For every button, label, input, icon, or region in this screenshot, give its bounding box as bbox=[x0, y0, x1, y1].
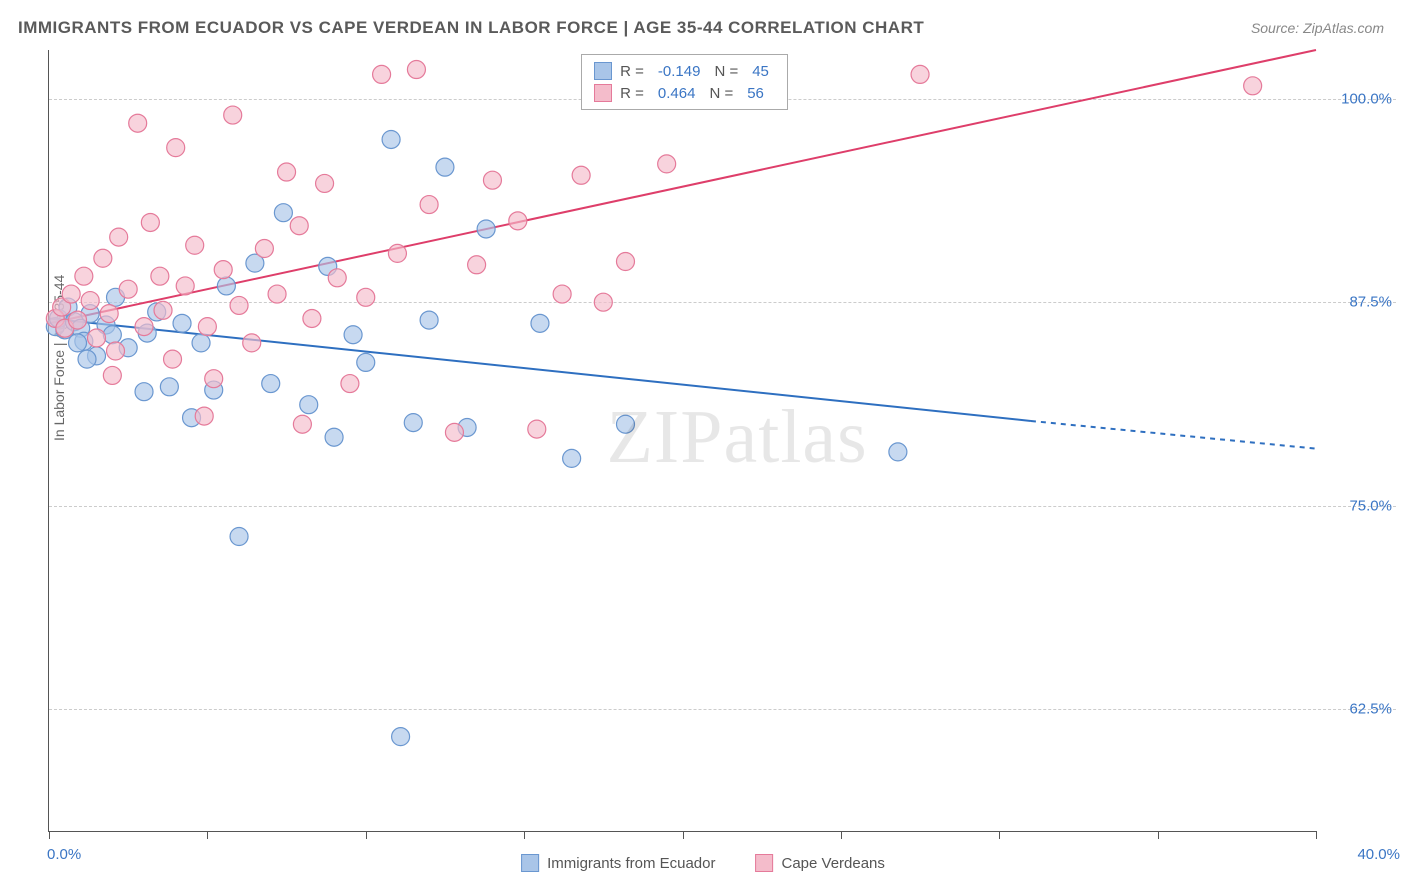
x-max-label: 40.0% bbox=[1357, 846, 1400, 863]
r-value-ecuador: -0.149 bbox=[658, 63, 701, 80]
y-tick-label: 100.0% bbox=[1341, 90, 1392, 107]
legend-item-capeverdean: Cape Verdeans bbox=[755, 854, 884, 872]
x-min-label: 0.0% bbox=[47, 846, 81, 863]
scatter-points bbox=[49, 50, 1316, 831]
legend-item-ecuador: Immigrants from Ecuador bbox=[521, 854, 715, 872]
correlation-chart: IMMIGRANTS FROM ECUADOR VS CAPE VERDEAN … bbox=[0, 0, 1406, 892]
legend-label-ecuador: Immigrants from Ecuador bbox=[547, 855, 715, 872]
y-tick-label: 62.5% bbox=[1349, 700, 1392, 717]
swatch-ecuador-icon bbox=[521, 854, 539, 872]
correlation-legend: R = -0.149 N = 45 R = 0.464 N = 56 bbox=[581, 54, 788, 110]
n-value-capeverdean: 56 bbox=[747, 85, 764, 102]
source-attribution: Source: ZipAtlas.com bbox=[1251, 20, 1384, 36]
n-value-ecuador: 45 bbox=[752, 63, 769, 80]
r-value-capeverdean: 0.464 bbox=[658, 85, 696, 102]
swatch-ecuador bbox=[594, 62, 612, 80]
swatch-capeverdean bbox=[594, 84, 612, 102]
y-tick-label: 75.0% bbox=[1349, 497, 1392, 514]
y-tick-label: 87.5% bbox=[1349, 294, 1392, 311]
legend-row-capeverdean: R = 0.464 N = 56 bbox=[594, 82, 775, 104]
chart-title: IMMIGRANTS FROM ECUADOR VS CAPE VERDEAN … bbox=[18, 18, 924, 38]
series-legend: Immigrants from Ecuador Cape Verdeans bbox=[521, 854, 885, 872]
legend-row-ecuador: R = -0.149 N = 45 bbox=[594, 60, 775, 82]
swatch-capeverdean-icon bbox=[755, 854, 773, 872]
legend-label-capeverdean: Cape Verdeans bbox=[781, 855, 884, 872]
plot-area: In Labor Force | Age 35-44 62.5%75.0%87.… bbox=[48, 50, 1316, 832]
